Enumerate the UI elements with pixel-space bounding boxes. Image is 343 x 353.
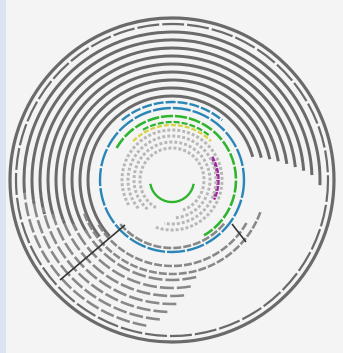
inner-light-track (126, 134, 218, 226)
green-inner-arc (149, 183, 195, 204)
partial-ring-track (51, 213, 177, 306)
inner-light-track (132, 140, 212, 220)
magenta-arc-track (210, 156, 220, 201)
left-edge-strip (0, 0, 6, 353)
partial-ring-track (62, 70, 280, 232)
inner-light-track (138, 146, 206, 212)
inner-mid-track (96, 222, 248, 268)
blue-ring-track (98, 106, 246, 254)
partial-ring-track (30, 38, 314, 205)
green-arc-track (115, 114, 238, 237)
inner-mid-track (82, 211, 262, 276)
yellow-arc-track (132, 123, 212, 142)
partial-ring-track (46, 54, 297, 219)
outer-ring-track (14, 22, 330, 338)
partial-ring-track (32, 199, 160, 321)
partial-ring-track (86, 94, 255, 238)
partial-ring-track (54, 62, 289, 225)
inner-mid-track (118, 222, 226, 250)
partial-ring-track (70, 78, 272, 234)
partial-ring-track (78, 86, 263, 238)
partial-ring-track (72, 223, 191, 290)
partial-ring-track (41, 207, 168, 314)
partial-ring-track (22, 30, 322, 194)
partial-ring-track (61, 219, 185, 298)
green-arc-track (142, 120, 210, 137)
blue-arc-track (121, 100, 223, 122)
partial-ring-track (23, 192, 147, 328)
link-line (231, 223, 247, 243)
partial-ring-track (38, 46, 306, 215)
link-line (59, 224, 126, 281)
partial-ring-track (84, 229, 197, 282)
inner-light-track (120, 128, 224, 232)
outer-ring-track (8, 16, 336, 344)
